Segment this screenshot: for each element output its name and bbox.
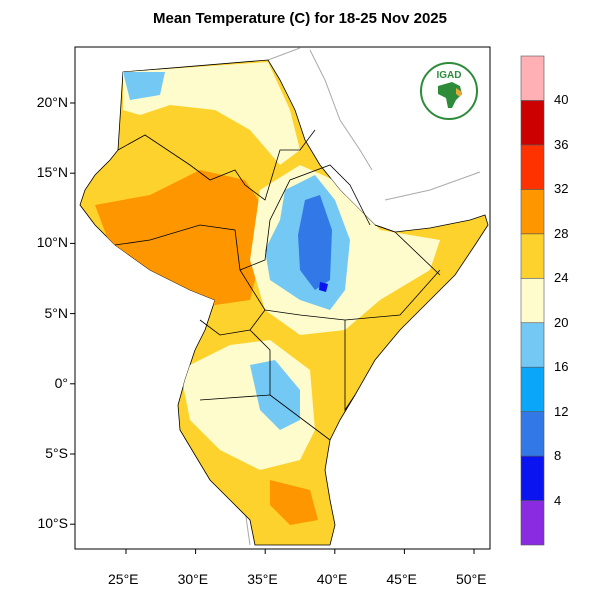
colorbar-label: 4 <box>554 492 562 508</box>
field-darkblue-peak <box>319 282 328 292</box>
colorbar-swatch <box>520 322 545 368</box>
colorbar-swatch <box>520 411 545 457</box>
colorbar-label: 12 <box>554 403 569 419</box>
neighbour-borders <box>244 47 481 546</box>
colorbar-label: 16 <box>554 359 569 375</box>
colorbar-label: 8 <box>554 448 562 464</box>
map-title: Mean Temperature (C) for 18-25 Nov 2025 <box>153 10 447 27</box>
field-lightblue-nw <box>123 72 165 100</box>
lat-tick-label: 5°S <box>45 445 68 461</box>
colorbar-label: 24 <box>554 270 569 286</box>
lat-tick-label: 10°N <box>36 234 68 251</box>
colorbar-label: 36 <box>554 136 569 152</box>
logo-text: IGAD <box>436 70 462 81</box>
colorbar-label: 28 <box>554 225 569 241</box>
colorbar-swatch <box>520 55 545 101</box>
colorbar-swatch <box>520 144 545 190</box>
colorbar-swatch <box>520 233 545 279</box>
colorbar-swatch <box>520 100 545 146</box>
africa-icon <box>438 82 462 108</box>
lat-tick-label: 5°N <box>44 304 69 321</box>
lon-tick-label: 40°E <box>316 571 348 587</box>
country-borders <box>114 129 441 441</box>
colorbar-label: 20 <box>554 314 569 330</box>
lat-tick-label: 0° <box>54 374 68 391</box>
lat-tick-label: 10°S <box>37 515 68 532</box>
lat-tick-label: 15°N <box>36 164 68 181</box>
temperature-fields <box>95 62 440 525</box>
field-lightblue-kenya <box>250 360 300 430</box>
colorbar <box>520 55 545 546</box>
field-blue-ethiopia <box>298 195 332 290</box>
lon-tick-label: 30°E <box>177 571 209 587</box>
colorbar-swatch <box>520 500 545 546</box>
colorbar-label: 32 <box>554 181 569 197</box>
lon-tick-label: 35°E <box>247 571 278 587</box>
lon-tick-label: 25°E <box>108 571 139 587</box>
colorbar-swatch <box>520 189 545 235</box>
colorbar-label: 40 <box>554 92 569 108</box>
colorbar-swatch <box>520 277 545 324</box>
lon-tick-label: 45°E <box>386 571 417 587</box>
igad-logo: IGAD <box>420 62 478 120</box>
field-orange-tz <box>270 480 318 525</box>
lat-tick-label: 20°N <box>36 94 68 110</box>
colorbar-swatch <box>520 366 545 412</box>
field-lightyellow-north <box>123 62 300 165</box>
colorbar-swatch <box>520 455 545 501</box>
lon-tick-label: 50°E <box>456 571 487 587</box>
